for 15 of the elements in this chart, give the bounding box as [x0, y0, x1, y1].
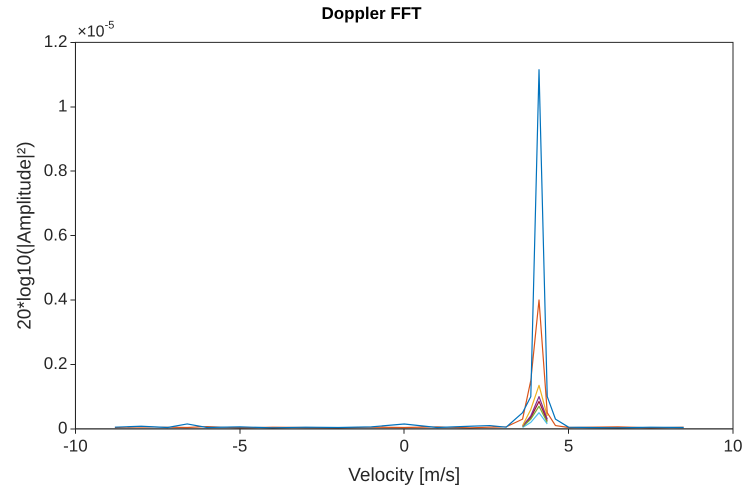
x-axis-title: Velocity [m/s] [348, 464, 460, 486]
y-tick-label: 1 [58, 96, 68, 116]
y-axis-title: 20*log10(|Amplitude|²) [14, 141, 36, 330]
chart-title: Doppler FFT [321, 4, 422, 23]
y-tick-label: 0.2 [44, 354, 68, 374]
y-tick-label: 1.2 [44, 32, 68, 52]
y-tick-label: 0.8 [44, 160, 68, 180]
x-tick-label: -10 [63, 436, 88, 456]
y-tick-label: 0.4 [44, 290, 68, 309]
y-tick-label: 0.6 [44, 225, 68, 244]
x-tick-label: 10 [724, 436, 742, 456]
y-tick-label: 0 [58, 418, 68, 438]
x-tick-label: -5 [232, 436, 248, 456]
x-tick-label: 5 [564, 436, 574, 456]
x-tick-label: 0 [399, 436, 409, 456]
